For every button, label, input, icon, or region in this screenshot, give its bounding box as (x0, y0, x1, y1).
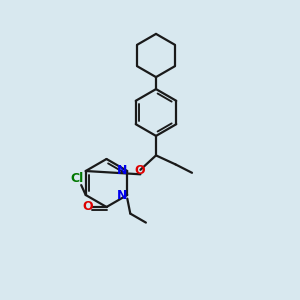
Text: O: O (134, 164, 145, 177)
Text: O: O (82, 200, 93, 213)
Text: Cl: Cl (70, 172, 83, 185)
Text: N: N (117, 189, 127, 203)
Text: N: N (117, 164, 127, 177)
